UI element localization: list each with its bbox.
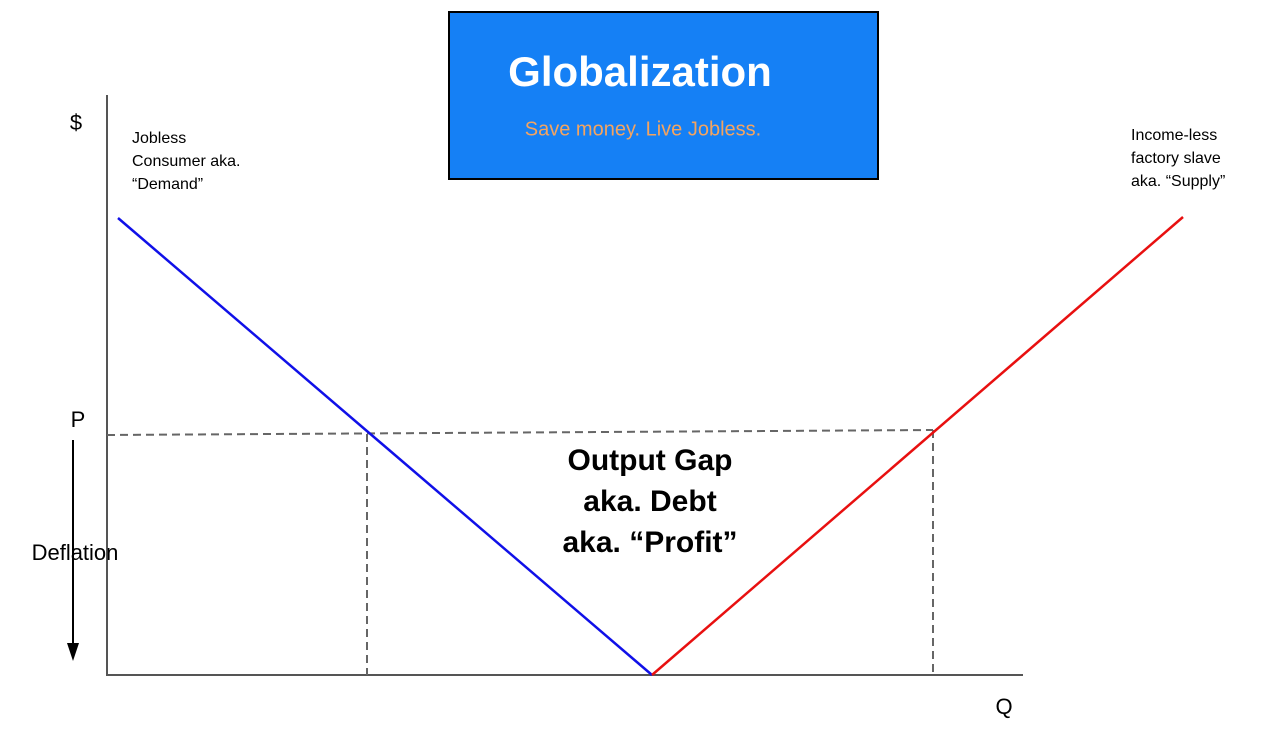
deflation-label: Deflation xyxy=(32,540,119,565)
title-box xyxy=(448,11,879,180)
supply-label: aka. “Supply” xyxy=(1131,173,1225,190)
gap-label: aka. Debt xyxy=(583,485,716,518)
supply-label: Income-less xyxy=(1131,127,1217,144)
arrow-head xyxy=(67,643,79,661)
demand-label: Consumer aka. xyxy=(132,153,241,170)
supply-line xyxy=(651,216,1184,676)
gap-label: Output Gap xyxy=(568,444,733,477)
y-axis-label: $ xyxy=(70,110,82,135)
subtitle: Save money. Live Jobless. xyxy=(525,118,761,140)
demand-line xyxy=(117,217,653,676)
demand-label: Jobless xyxy=(132,130,186,147)
x-axis-label: Q xyxy=(995,694,1012,719)
demand-label: “Demand” xyxy=(132,176,203,193)
price-label: P xyxy=(71,407,86,432)
price-line xyxy=(106,429,934,436)
supply-label: factory slave xyxy=(1131,150,1221,167)
title: Globalization xyxy=(508,48,772,95)
gap-label: aka. “Profit” xyxy=(562,526,737,559)
